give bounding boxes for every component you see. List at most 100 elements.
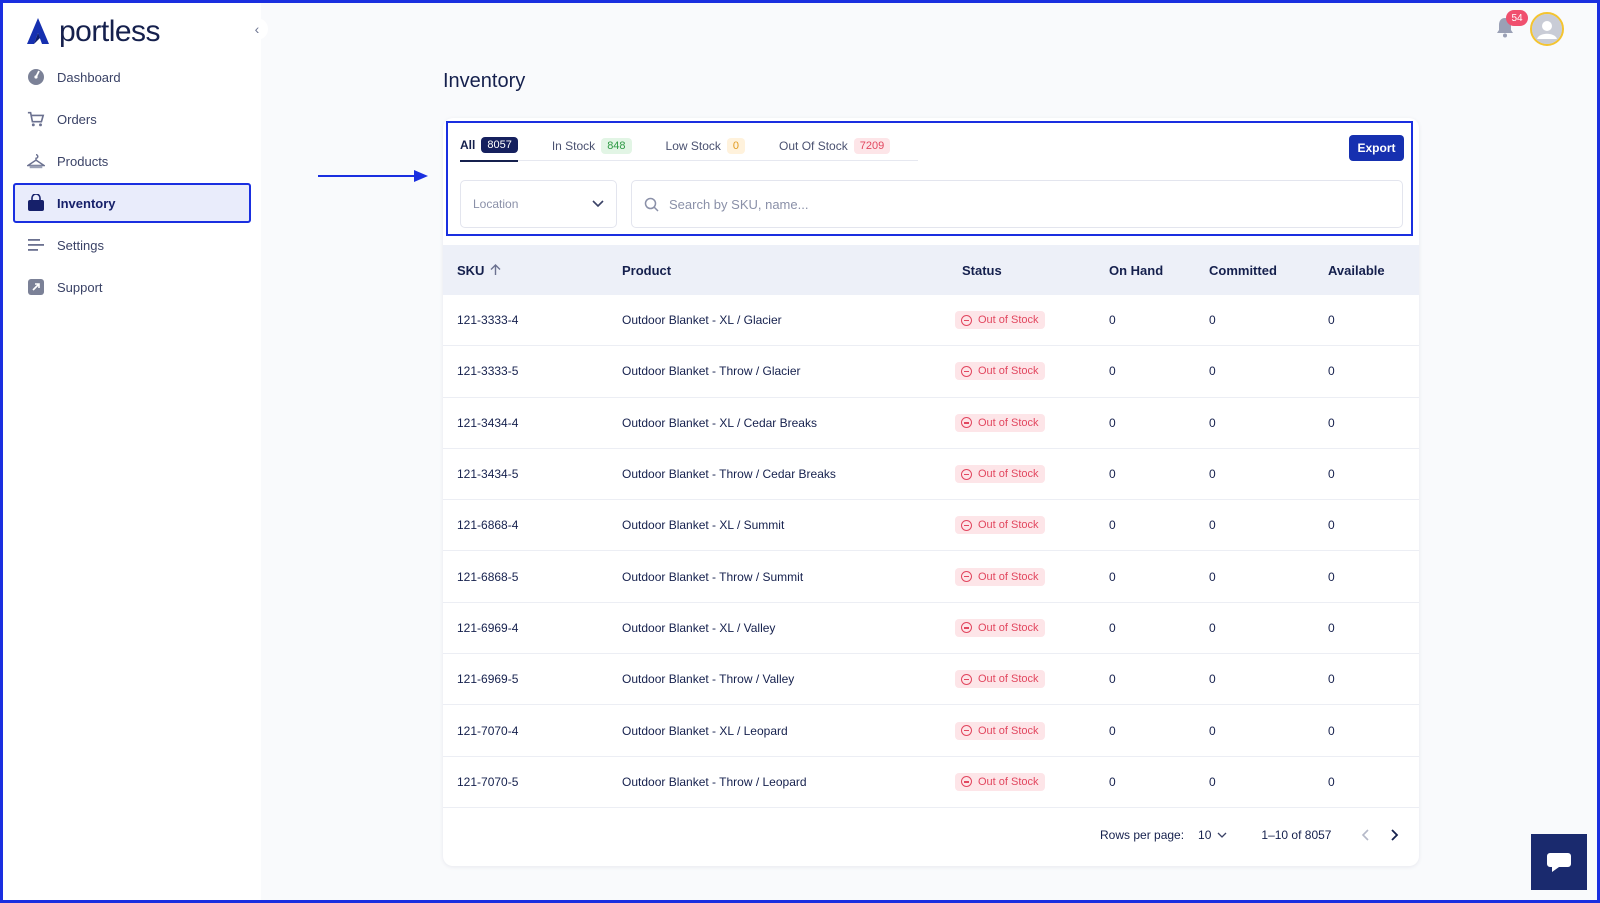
gauge-icon (27, 68, 45, 86)
status-badge: Out of Stock (955, 362, 1045, 381)
cell-status: Out of Stock (955, 413, 1045, 432)
cell-sku: 121-3434-4 (457, 415, 519, 430)
table-row[interactable]: 121-3434-4 Outdoor Blanket - XL / Cedar B… (443, 398, 1419, 449)
minus-circle-icon (961, 673, 972, 685)
cell-product: Outdoor Blanket - XL / Valley (622, 620, 776, 635)
table-row[interactable]: 121-7070-4 Outdoor Blanket - XL / Leopard… (443, 705, 1419, 757)
table-row[interactable]: 121-3333-4 Outdoor Blanket - XL / Glacier… (443, 295, 1419, 347)
tab-low-stock[interactable]: Low Stock 0 (666, 130, 763, 162)
sidebar-item-orders[interactable]: Orders (13, 99, 251, 139)
tab-count-badge: 0 (726, 138, 746, 154)
sliders-icon (27, 236, 45, 254)
location-select[interactable]: Location (460, 180, 617, 228)
cell-available: 0 (1328, 723, 1335, 738)
minus-circle-icon (961, 417, 972, 429)
search-icon (644, 197, 659, 212)
sidebar-item-label: Support (57, 279, 103, 295)
previous-page-button[interactable] (1361, 829, 1370, 841)
status-label: Out of Stock (978, 365, 1039, 378)
chevron-right-icon (1391, 829, 1399, 841)
tab-out-of-stock[interactable]: Out Of Stock 7209 (779, 130, 908, 162)
status-label: Out of Stock (978, 621, 1039, 634)
sidebar-collapse-button[interactable]: ‹ (246, 18, 268, 40)
sidebar-nav: Dashboard Orders Products Inventory Sett… (3, 57, 261, 309)
cell-available: 0 (1328, 569, 1335, 584)
minus-circle-icon (961, 622, 972, 634)
location-placeholder: Location (473, 197, 519, 211)
cell-on-hand: 0 (1109, 313, 1116, 328)
avatar[interactable] (1530, 12, 1564, 46)
cell-sku: 121-6868-5 (457, 569, 519, 584)
sidebar-item-label: Dashboard (57, 69, 121, 85)
table-row[interactable]: 121-7070-5 Outdoor Blanket - Throw / Leop… (443, 757, 1419, 808)
table-row[interactable]: 121-3333-5 Outdoor Blanket - Throw / Glac… (443, 346, 1419, 398)
status-label: Out of Stock (978, 314, 1039, 327)
tab-label: Out Of Stock (779, 139, 848, 153)
cell-status: Out of Stock (955, 516, 1045, 535)
sidebar-item-dashboard[interactable]: Dashboard (13, 57, 251, 97)
cell-status: Out of Stock (955, 362, 1045, 381)
status-label: Out of Stock (978, 468, 1039, 481)
next-page-button[interactable] (1391, 829, 1399, 841)
status-tabs: All 8057 In Stock 848 Low Stock 0 Out Of… (460, 130, 924, 162)
cell-available: 0 (1328, 774, 1335, 789)
cell-committed: 0 (1209, 620, 1216, 635)
search-field[interactable] (631, 180, 1403, 228)
filter-highlight-box (446, 121, 1413, 236)
table-row[interactable]: 121-6868-5 Outdoor Blanket - Throw / Summ… (443, 551, 1419, 603)
cell-committed: 0 (1209, 672, 1216, 687)
status-label: Out of Stock (978, 673, 1039, 686)
chevron-down-icon (592, 200, 604, 208)
chevron-left-icon (1362, 829, 1370, 841)
tab-count-badge: 7209 (853, 138, 891, 154)
search-input[interactable] (669, 196, 1369, 212)
cell-status: Out of Stock (955, 567, 1045, 586)
tab-label: All (460, 138, 476, 152)
sort-ascending-icon (490, 264, 501, 275)
sidebar-item-products[interactable]: Products (13, 141, 251, 181)
cell-on-hand: 0 (1109, 620, 1116, 635)
tab-count-badge: 8057 (481, 137, 518, 153)
rows-per-page-select[interactable]: 10 (1198, 828, 1227, 842)
status-badge: Out of Stock (955, 670, 1045, 689)
tab-all[interactable]: All 8057 (460, 130, 518, 162)
column-header-product: Product (622, 262, 672, 278)
cell-product: Outdoor Blanket - XL / Cedar Breaks (622, 415, 817, 430)
cell-committed: 0 (1209, 415, 1216, 430)
column-header-on-hand: On Hand (1109, 262, 1164, 278)
tab-count-badge: 848 (601, 138, 632, 154)
column-header-available: Available (1328, 262, 1385, 278)
cell-available: 0 (1328, 467, 1335, 482)
cell-available: 0 (1328, 620, 1335, 635)
status-badge: Out of Stock (955, 311, 1045, 330)
sidebar-item-settings[interactable]: Settings (13, 225, 251, 265)
cell-committed: 0 (1209, 774, 1216, 789)
cell-sku: 121-6969-5 (457, 672, 519, 687)
bag-icon (27, 194, 45, 212)
cell-product: Outdoor Blanket - Throw / Summit (622, 569, 804, 584)
sidebar-item-inventory[interactable]: Inventory (13, 183, 251, 223)
table-body: 121-3333-4 Outdoor Blanket - XL / Glacier… (443, 295, 1419, 808)
column-header-label: SKU (457, 262, 485, 278)
column-header-sku[interactable]: SKU (457, 263, 501, 278)
sidebar: portless Dashboard Orders Products Inven… (3, 3, 261, 900)
chat-button[interactable] (1531, 834, 1587, 890)
cell-sku: 121-6868-4 (457, 518, 519, 533)
minus-circle-icon (961, 365, 972, 377)
sidebar-item-support[interactable]: Support (13, 267, 251, 307)
table-row[interactable]: 121-6969-5 Outdoor Blanket - Throw / Vall… (443, 654, 1419, 706)
cell-product: Outdoor Blanket - XL / Leopard (622, 723, 788, 738)
status-badge: Out of Stock (955, 465, 1045, 484)
table-row[interactable]: 121-3434-5 Outdoor Blanket - Throw / Ceda… (443, 449, 1419, 501)
export-button[interactable]: Export (1349, 135, 1404, 161)
cell-sku: 121-7070-4 (457, 723, 519, 738)
tab-in-stock[interactable]: In Stock 848 (552, 130, 650, 162)
cell-on-hand: 0 (1109, 518, 1116, 533)
logo[interactable]: portless (25, 15, 161, 49)
table-row[interactable]: 121-6969-4 Outdoor Blanket - XL / Valley O… (443, 603, 1419, 655)
minus-circle-icon (961, 519, 972, 531)
status-badge: Out of Stock (955, 772, 1045, 791)
table-row[interactable]: 121-6868-4 Outdoor Blanket - XL / Summit O… (443, 500, 1419, 552)
status-badge: Out of Stock (955, 721, 1045, 740)
cell-committed: 0 (1209, 723, 1216, 738)
